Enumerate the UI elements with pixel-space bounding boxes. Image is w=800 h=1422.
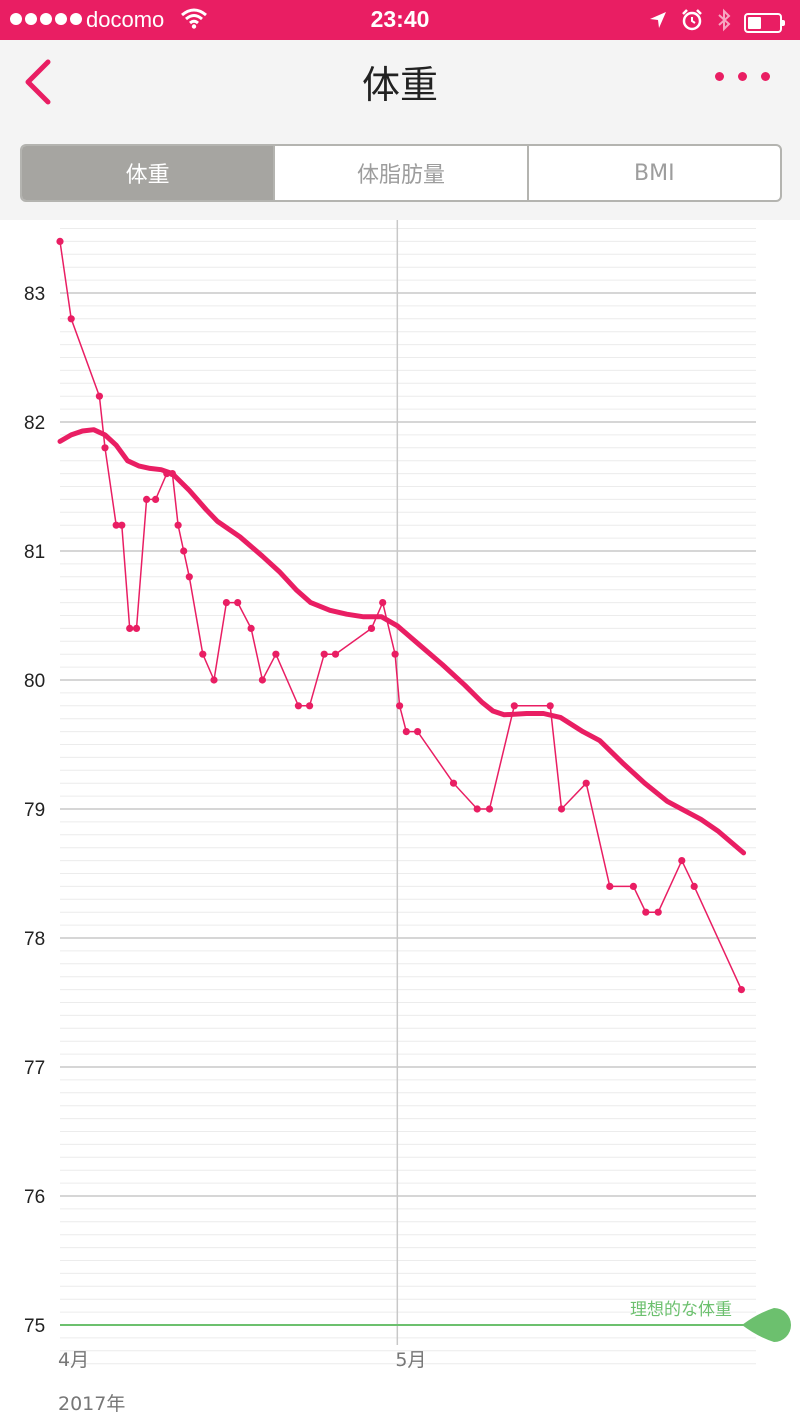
measured-point: [379, 599, 387, 607]
measured-point: [294, 702, 302, 710]
tab-bmi[interactable]: BMI: [634, 160, 675, 186]
navigation-bar: 体重 体重 体脂肪量 BMI: [0, 40, 800, 220]
measured-point: [168, 470, 176, 478]
battery-icon: [744, 12, 785, 33]
measured-point: [367, 624, 376, 632]
goal-handle-icon: [742, 1308, 791, 1342]
location-arrow-icon: [648, 10, 668, 35]
y-tick-label: 81: [24, 542, 45, 563]
y-tick-label: 83: [24, 284, 45, 305]
measured-point: [247, 624, 255, 632]
measured-point: [95, 392, 103, 400]
measured-point: [222, 599, 230, 607]
measured-point: [152, 495, 160, 503]
year-label: 2017年: [58, 1393, 125, 1415]
more-dots-icon: [715, 72, 724, 81]
goal-label: 理想的な体重: [630, 1300, 732, 1320]
measured-point: [112, 521, 120, 529]
y-tick-label: 77: [24, 1058, 45, 1079]
status-bar: docomo 23:40: [0, 0, 800, 40]
more-options-button[interactable]: [715, 72, 770, 81]
measured-point: [163, 470, 171, 478]
measured-point: [258, 676, 266, 684]
tab-weight[interactable]: 体重: [22, 146, 276, 200]
bluetooth-icon: [716, 8, 732, 37]
trend-line: [57, 427, 747, 856]
y-tick-label: 82: [24, 413, 45, 434]
measured-point: [402, 728, 410, 736]
alarm-icon: [680, 8, 704, 37]
y-tick-label: 79: [24, 800, 45, 821]
measured-point: [101, 444, 109, 452]
measured-point: [582, 779, 590, 787]
back-button[interactable]: [18, 56, 62, 106]
measured-point: [67, 315, 75, 323]
measured-point: [391, 650, 399, 658]
chevron-left-icon: [25, 59, 51, 105]
measured-point: [678, 857, 686, 865]
page-title: 体重: [361, 63, 438, 107]
weight-chart[interactable]: 83 82 81 80 79 78 77 76 75 4月 5月 2017年 理想的な体重: [0, 220, 800, 1422]
tab-body-fat[interactable]: 体脂肪量: [275, 146, 529, 200]
measured-point: [320, 650, 328, 658]
measured-point: [629, 882, 638, 891]
measured-point: [449, 779, 458, 787]
measured-point: [331, 650, 340, 658]
measured-point: [174, 521, 182, 529]
y-tick-label: 80: [24, 671, 45, 692]
x-month-label: 5月: [395, 1349, 426, 1371]
measured-point: [546, 702, 554, 710]
carrier-name: docomo: [86, 7, 165, 32]
y-tick-label: 75: [24, 1316, 45, 1337]
measured-point: [606, 882, 614, 891]
measured-point: [199, 650, 207, 658]
measured-point: [180, 547, 188, 555]
metric-tabs: 体重 体脂肪量 BMI: [20, 144, 782, 202]
measured-point: [118, 521, 126, 529]
status-time: 23:40: [370, 6, 430, 32]
measured-line: [59, 241, 743, 990]
measured-point: [557, 805, 566, 813]
measured-point: [473, 805, 481, 813]
measured-point: [185, 573, 193, 581]
weight-chart-svg: 83 82 81 80 79 78 77 76 75 4月 5月 2017年 理想的な体重: [24, 220, 791, 1415]
measured-point: [654, 908, 662, 916]
x-month-label: 4月: [58, 1349, 89, 1371]
signal-strength-icon: [10, 13, 82, 25]
measured-point: [485, 805, 494, 813]
measured-point: [306, 702, 314, 710]
measured-point: [56, 237, 64, 245]
wifi-icon: [180, 7, 208, 34]
measured-point: [396, 702, 404, 710]
measured-point: [414, 728, 422, 736]
measured-point: [510, 702, 518, 710]
measured-point: [132, 624, 141, 632]
y-tick-label: 76: [24, 1187, 45, 1208]
measured-point: [690, 882, 698, 891]
measured-point: [737, 986, 746, 994]
measured-point: [272, 650, 280, 658]
measured-point: [210, 676, 218, 684]
y-tick-label: 78: [24, 929, 45, 950]
measured-point: [143, 495, 151, 503]
measured-point: [126, 624, 134, 632]
measured-point: [234, 599, 242, 607]
measured-point: [642, 908, 650, 916]
